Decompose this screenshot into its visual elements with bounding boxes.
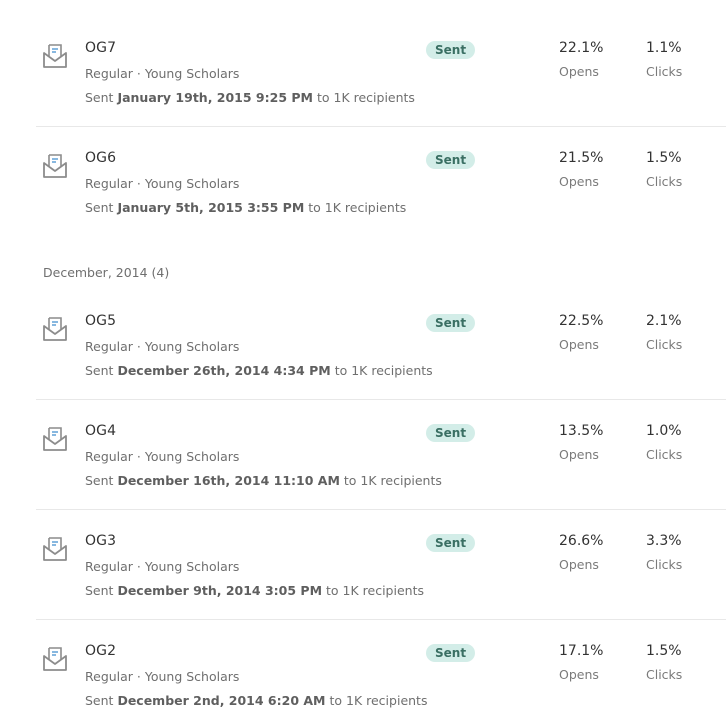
sent-date: December 16th, 2014 11:10 AM [117,473,340,488]
status-badge: Sent [426,314,476,332]
clicks-stat: 1.5% Clicks [646,643,682,682]
campaign-name[interactable]: OG2 [85,643,117,659]
campaign-name[interactable]: OG4 [85,423,117,439]
clicks-label: Clicks [646,667,683,682]
clicks-label: Clicks [646,557,683,572]
clicks-value: 1.5% [646,643,682,659]
envelope-icon [41,425,69,453]
sent-prefix: Sent [85,363,114,378]
sent-prefix: Sent [85,200,114,215]
opens-stat: 13.5% Opens [559,423,603,462]
sent-date: December 2nd, 2014 6:20 AM [117,693,326,708]
campaign-meta: Regular · Young Scholars [85,669,240,684]
sent-info: Sent December 9th, 2014 3:05 PM to 1K re… [85,583,424,598]
campaign-row[interactable]: OG5 Regular · Young Scholars Sent Decemb… [0,311,726,421]
sent-prefix: Sent [85,90,114,105]
row-divider [36,399,726,400]
sent-prefix: Sent [85,473,114,488]
opens-stat: 17.1% Opens [559,643,603,682]
clicks-value: 1.1% [646,40,682,56]
sent-recipients: to 1K recipients [316,90,415,105]
campaign-name[interactable]: OG5 [85,313,117,329]
sent-date: December 9th, 2014 3:05 PM [117,583,323,598]
opens-stat: 22.1% Opens [559,40,603,79]
campaign-name[interactable]: OG3 [85,533,117,549]
opens-value: 13.5% [559,423,604,439]
campaign-row[interactable]: OG6 Regular · Young Scholars Sent Januar… [0,148,726,258]
opens-stat: 22.5% Opens [559,313,603,352]
status-badge: Sent [426,151,476,169]
campaign-meta: Regular · Young Scholars [85,449,240,464]
month-group-header: December, 2014 (4) [43,265,170,280]
clicks-stat: 1.1% Clicks [646,40,682,79]
sent-date: January 19th, 2015 9:25 PM [117,90,313,105]
sent-recipients: to 1K recipients [329,693,428,708]
sent-recipients: to 1K recipients [326,583,424,598]
envelope-icon [41,42,69,70]
sent-date: January 5th, 2015 3:55 PM [117,200,305,215]
envelope-icon [41,315,69,343]
clicks-label: Clicks [646,337,683,352]
campaign-meta: Regular · Young Scholars [85,559,240,574]
envelope-icon [41,535,69,563]
opens-value: 22.5% [559,313,604,329]
sent-prefix: Sent [85,693,114,708]
campaign-row[interactable]: OG3 Regular · Young Scholars Sent Decemb… [0,531,726,641]
opens-label: Opens [559,447,599,462]
clicks-stat: 1.5% Clicks [646,150,682,189]
campaign-row[interactable]: OG4 Regular · Young Scholars Sent Decemb… [0,421,726,531]
sent-date: December 26th, 2014 4:34 PM [117,363,331,378]
status-badge: Sent [426,534,476,552]
envelope-icon [41,645,69,673]
clicks-stat: 3.3% Clicks [646,533,682,572]
status-badge: Sent [426,424,476,442]
sent-recipients: to 1K recipients [343,473,442,488]
status-badge: Sent [426,41,476,59]
row-divider [36,509,726,510]
sent-info: Sent December 2nd, 2014 6:20 AM to 1K re… [85,693,427,708]
row-divider [36,619,726,620]
sent-info: Sent January 5th, 2015 3:55 PM to 1K rec… [85,200,406,215]
clicks-value: 3.3% [646,533,682,549]
opens-value: 21.5% [559,150,604,166]
clicks-value: 1.5% [646,150,682,166]
opens-label: Opens [559,337,599,352]
sent-info: Sent January 19th, 2015 9:25 PM to 1K re… [85,90,415,105]
clicks-label: Clicks [646,447,683,462]
clicks-value: 1.0% [646,423,682,439]
campaign-meta: Regular · Young Scholars [85,66,240,81]
clicks-value: 2.1% [646,313,682,329]
sent-info: Sent December 26th, 2014 4:34 PM to 1K r… [85,363,433,378]
opens-stat: 26.6% Opens [559,533,603,572]
opens-label: Opens [559,64,599,79]
sent-info: Sent December 16th, 2014 11:10 AM to 1K … [85,473,442,488]
campaign-row[interactable]: OG7 Regular · Young Scholars Sent Januar… [0,38,726,148]
envelope-icon [41,152,69,180]
opens-value: 26.6% [559,533,604,549]
sent-recipients: to 1K recipients [308,200,407,215]
campaign-meta: Regular · Young Scholars [85,339,240,354]
campaign-name[interactable]: OG6 [85,150,117,166]
sent-prefix: Sent [85,583,114,598]
row-divider [36,126,726,127]
campaign-meta: Regular · Young Scholars [85,176,240,191]
opens-value: 22.1% [559,40,604,56]
status-badge: Sent [426,644,476,662]
clicks-label: Clicks [646,174,683,189]
sent-recipients: to 1K recipients [334,363,433,378]
clicks-stat: 2.1% Clicks [646,313,682,352]
opens-label: Opens [559,174,599,189]
opens-label: Opens [559,557,599,572]
opens-stat: 21.5% Opens [559,150,603,189]
opens-value: 17.1% [559,643,604,659]
clicks-stat: 1.0% Clicks [646,423,682,462]
clicks-label: Clicks [646,64,683,79]
campaign-name[interactable]: OG7 [85,40,117,56]
opens-label: Opens [559,667,599,682]
campaign-row[interactable]: OG2 Regular · Young Scholars Sent Decemb… [0,641,726,727]
